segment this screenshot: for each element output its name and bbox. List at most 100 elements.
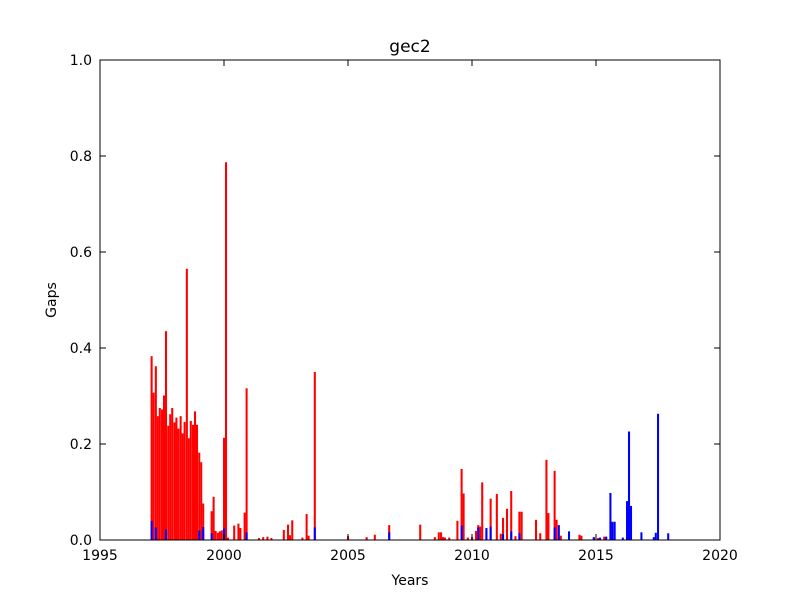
bar-s1-14 [502,534,505,540]
bar-s0-62 [448,537,451,540]
bar-s0-22 [195,424,199,540]
bar-s0-50 [307,535,310,540]
bar-s1-16 [518,533,521,540]
bar-s0-28 [214,530,217,540]
bar-s0-25 [202,503,205,540]
bar-s0-68 [474,530,478,540]
bar-s0-33 [224,162,228,541]
bar-s0-88 [559,535,562,540]
bar-s1-29 [629,505,633,540]
bar-s0-84 [545,459,548,540]
bar-s0-66 [466,537,469,540]
bar-s0-12 [175,417,178,540]
bar-s0-45 [286,524,290,540]
bar-s0-49 [305,514,308,540]
bar-s0-61 [443,537,447,540]
bar-s0-82 [534,519,538,540]
bar-s0-48 [301,537,304,540]
bar-s1-22 [605,536,608,540]
bar-s0-85 [547,513,550,540]
bar-s1-0 [150,520,153,540]
bar-s0-92 [596,538,600,540]
bar-s0-59 [440,532,443,540]
bar-s1-23 [609,492,612,540]
bar-s0-64 [460,468,463,540]
bar-s0-2 [154,366,157,540]
bar-s0-63 [456,520,459,540]
bar-s0-30 [218,531,221,540]
bar-s0-34 [226,537,230,540]
bar-s1-19 [567,531,571,540]
bar-s0-16 [183,421,186,540]
bar-s1-15 [510,531,513,540]
bar-s0-60 [441,537,445,540]
bar-s1-25 [613,521,616,540]
bar-s0-81 [520,511,523,540]
bar-s0-36 [237,523,240,540]
bar-s0-44 [282,529,285,540]
bar-s0-18 [187,438,190,540]
bar-s0-32 [223,437,226,540]
bar-s0-58 [437,532,440,540]
bar-s0-80 [518,511,521,540]
bar-s0-39 [245,388,248,540]
bar-s1-21 [598,537,602,540]
bar-s0-93 [603,536,606,540]
bar-s0-42 [266,536,269,540]
bar-s0-73 [489,498,492,540]
bar-s1-30 [640,532,643,540]
bar-s0-21 [193,411,197,540]
bar-s0-78 [510,491,513,540]
bar-s1-18 [557,525,560,540]
bar-s1-9 [388,532,391,540]
x-tick-label-2: 2005 [330,548,366,564]
bar-s0-3 [156,416,159,540]
bar-s0-47 [291,520,294,540]
chart-title: gec2 [389,37,430,57]
bar-s1-33 [657,413,660,540]
bars-group [150,162,670,541]
bar-s0-89 [578,534,581,540]
bar-s1-4 [202,527,205,540]
bar-s0-6 [162,395,166,540]
bar-s0-79 [514,536,517,540]
bar-s1-13 [489,526,492,540]
bar-s1-12 [485,528,488,540]
bar-s1-32 [654,532,657,540]
bar-s0-0 [150,356,153,540]
x-tick-label-4: 2015 [578,548,614,564]
bar-s0-53 [365,537,368,540]
bar-s0-26 [210,511,213,540]
x-axis-label: Years [391,573,429,589]
x-tick-label-5: 2020 [702,548,738,564]
y-tick-label-3: 0.6 [70,245,92,261]
bar-s1-8 [313,527,316,540]
bar-s0-4 [158,408,161,540]
bar-s0-31 [220,530,223,540]
bar-s0-29 [216,532,219,540]
y-tick-label-2: 0.4 [70,341,92,357]
x-tick-label-1: 2000 [206,548,242,564]
bar-s0-87 [555,519,558,540]
bar-s0-24 [200,462,203,540]
bar-s1-5 [210,533,213,540]
bar-s1-27 [626,501,629,540]
bar-s1-20 [592,537,595,540]
bar-s0-75 [499,533,502,540]
bar-s0-41 [262,537,265,540]
bar-s0-17 [185,268,188,540]
y-tick-label-0: 0.0 [70,533,92,549]
bar-s0-70 [479,526,482,540]
bar-s0-40 [257,538,261,540]
bar-s0-11 [173,422,176,540]
bar-s0-43 [270,538,273,540]
bar-s0-20 [192,424,195,540]
y-tick-label-4: 0.8 [70,149,92,165]
bar-s1-1 [154,527,157,540]
bar-s1-28 [627,431,631,540]
bar-s1-3 [198,530,201,540]
bar-s0-37 [239,528,242,540]
bar-s0-7 [164,331,168,540]
bar-s0-35 [233,525,236,540]
